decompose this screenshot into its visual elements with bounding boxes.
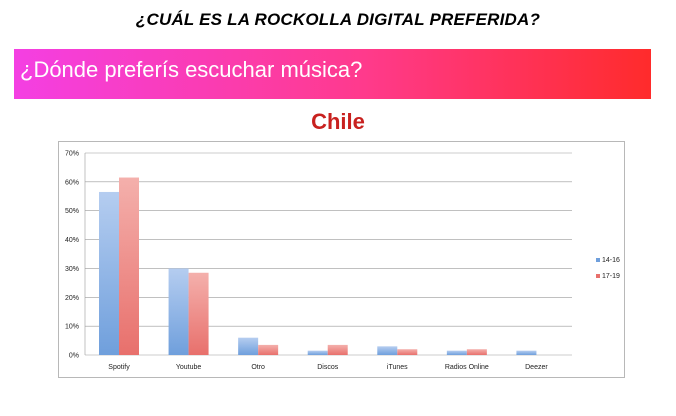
legend-swatch-14-16 [596, 258, 600, 262]
x-tick-label: Spotify [108, 364, 130, 371]
y-tick-label: 60% [65, 179, 79, 186]
legend-swatch-17-19 [596, 274, 600, 278]
legend-label: 14-16 [602, 257, 620, 264]
x-tick-label: Radios Online [445, 364, 489, 371]
page-title: ¿CUÁL ES LA ROCKOLLA DIGITAL PREFERIDA? [135, 10, 541, 29]
bar-17-19 [397, 349, 418, 355]
x-tick-label: Otro [251, 364, 265, 371]
bar-14-16 [516, 350, 537, 355]
y-tick-label: 10% [65, 324, 79, 331]
chart-frame [58, 141, 625, 378]
y-tick-label: 30% [65, 266, 79, 273]
question-banner: ¿Dónde preferís escuchar música? [14, 49, 651, 99]
y-tick-label: 50% [65, 208, 79, 215]
bar-14-16 [99, 191, 119, 355]
bar-14-16 [168, 268, 189, 355]
bar-14-16 [377, 346, 398, 355]
banner-question-text: ¿Dónde preferís escuchar música? [20, 57, 363, 82]
bar-17-19 [327, 344, 348, 355]
bar-14-16 [307, 350, 328, 355]
x-tick-label: Deezer [525, 364, 548, 371]
x-tick-label: Youtube [176, 364, 202, 371]
bar-17-19 [119, 177, 139, 355]
chart-title: Chile [311, 109, 365, 134]
y-tick-label: 20% [65, 295, 79, 302]
x-tick-label: Discos [317, 364, 339, 371]
bar-17-19 [258, 344, 279, 355]
bar-14-16 [238, 337, 259, 355]
bar-17-19 [466, 349, 487, 355]
y-tick-label: 70% [65, 151, 79, 158]
legend-label: 17-19 [602, 273, 620, 280]
bar-14-16 [446, 350, 467, 355]
y-tick-label: 40% [65, 237, 79, 244]
x-tick-label: iTunes [387, 364, 408, 371]
y-tick-label: 0% [69, 353, 79, 360]
bar-17-19 [188, 272, 209, 355]
